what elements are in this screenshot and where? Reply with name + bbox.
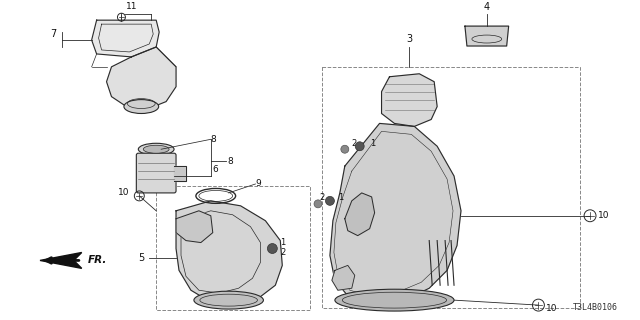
- Polygon shape: [381, 74, 437, 126]
- Polygon shape: [330, 124, 461, 305]
- Circle shape: [268, 244, 277, 253]
- Polygon shape: [465, 26, 509, 46]
- Text: 7: 7: [51, 29, 57, 39]
- Text: 8: 8: [211, 135, 216, 144]
- Text: 1: 1: [338, 193, 343, 202]
- Polygon shape: [92, 20, 159, 57]
- Text: 11: 11: [125, 2, 137, 11]
- Ellipse shape: [138, 143, 174, 155]
- Bar: [156, 186, 310, 310]
- Text: 4: 4: [484, 2, 490, 12]
- Text: 1: 1: [280, 238, 285, 247]
- Ellipse shape: [143, 145, 169, 153]
- Bar: [322, 67, 580, 308]
- Polygon shape: [345, 193, 374, 236]
- Text: 10: 10: [118, 188, 129, 197]
- Circle shape: [314, 200, 322, 208]
- Text: 9: 9: [255, 180, 261, 188]
- Polygon shape: [332, 265, 355, 290]
- Text: 1: 1: [370, 139, 375, 148]
- Circle shape: [355, 142, 364, 151]
- Ellipse shape: [124, 100, 159, 114]
- Text: 2: 2: [351, 139, 356, 148]
- Text: 6: 6: [212, 164, 218, 173]
- Polygon shape: [176, 211, 212, 243]
- Ellipse shape: [194, 291, 264, 309]
- Circle shape: [341, 145, 349, 153]
- Text: T3L4B0106: T3L4B0106: [573, 303, 618, 312]
- Text: 2: 2: [320, 193, 325, 202]
- Circle shape: [326, 196, 334, 205]
- Text: 3: 3: [406, 34, 412, 44]
- Text: 10: 10: [598, 211, 609, 220]
- Polygon shape: [40, 252, 82, 268]
- FancyBboxPatch shape: [136, 153, 176, 193]
- Polygon shape: [174, 166, 186, 181]
- Polygon shape: [176, 201, 282, 305]
- Text: 2: 2: [280, 248, 285, 257]
- Ellipse shape: [335, 289, 454, 311]
- Polygon shape: [106, 47, 176, 109]
- Text: FR.: FR.: [88, 255, 107, 265]
- Text: 10: 10: [547, 304, 558, 313]
- Text: 8: 8: [228, 157, 234, 166]
- Text: 5: 5: [138, 253, 144, 263]
